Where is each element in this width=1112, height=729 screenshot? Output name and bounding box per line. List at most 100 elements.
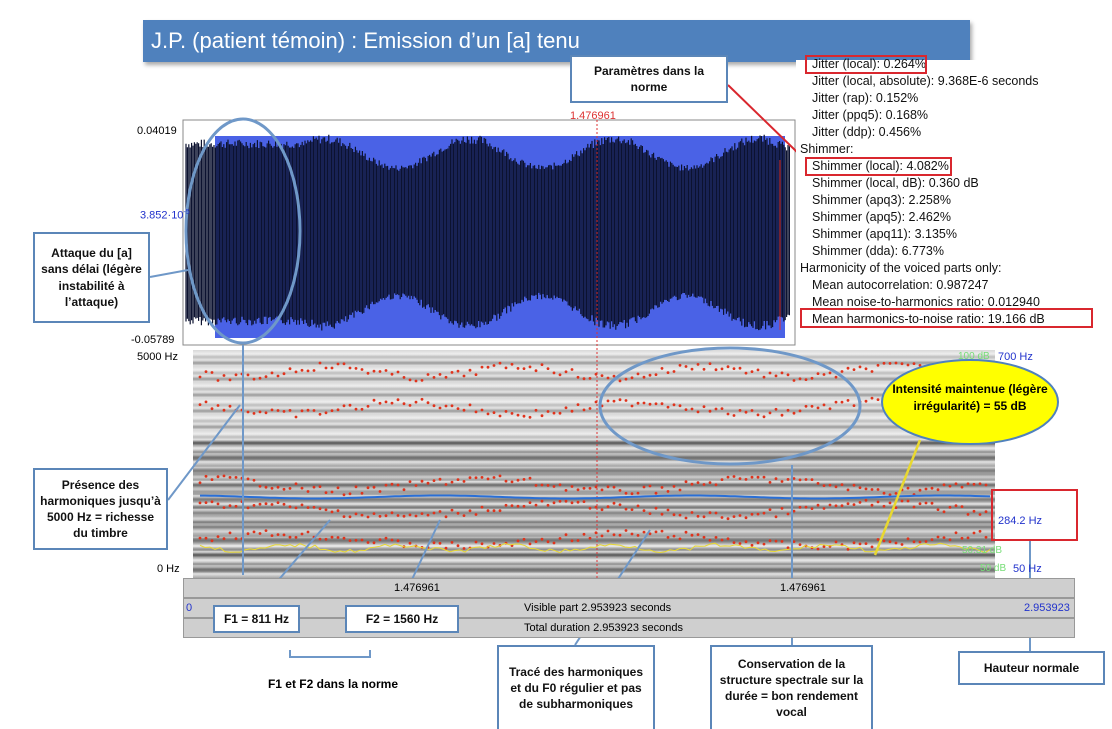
formant-dot — [858, 501, 862, 504]
formant-dot — [198, 501, 202, 505]
formant-dot — [450, 480, 454, 484]
formant-dot — [834, 504, 838, 508]
formant-dot — [648, 484, 652, 488]
formant-dot — [696, 363, 700, 366]
formant-dot — [630, 376, 634, 380]
formant-dot — [708, 409, 712, 413]
formant-dot — [666, 536, 670, 539]
formant-dot — [456, 511, 460, 515]
visible-bar: 0 Visible part 2.953923 seconds 2.953923 — [183, 598, 1075, 618]
formant-dot — [360, 368, 364, 371]
formant-dot — [894, 541, 898, 545]
formant-dot — [504, 366, 508, 370]
formant-dot — [906, 363, 910, 367]
formant-dot — [414, 400, 418, 404]
formant-dot — [360, 491, 364, 495]
formant-dot — [408, 404, 412, 407]
formant-dot — [264, 411, 268, 415]
total-bar: Total duration 2.953923 seconds — [183, 618, 1075, 638]
formant-dot — [246, 373, 250, 377]
formant-dot — [756, 541, 760, 545]
formant-dot — [228, 378, 232, 382]
formant-dot — [894, 361, 898, 365]
formant-dot — [630, 532, 634, 536]
formant-dot — [228, 531, 232, 535]
formant-dot — [666, 490, 670, 493]
formant-dot — [420, 379, 424, 382]
formant-dot — [246, 532, 250, 536]
start-time: 0 — [186, 602, 193, 614]
formant-dot — [384, 400, 388, 404]
formant-dot — [834, 485, 838, 489]
formant-dot — [288, 487, 292, 490]
formant-dot — [324, 537, 328, 541]
formant-dot — [594, 505, 598, 509]
formant-dot — [858, 365, 862, 369]
formant-dot — [558, 483, 562, 487]
formant-dot — [546, 503, 550, 507]
formant-dot — [552, 411, 556, 415]
formant-dot — [438, 373, 442, 376]
formant-dot — [462, 514, 466, 517]
formant-dot — [300, 368, 304, 372]
formant-dot — [654, 506, 658, 510]
formant-dot — [570, 368, 574, 371]
formant-dot — [522, 478, 526, 481]
formant-dot — [456, 544, 460, 548]
formant-dot — [876, 398, 880, 401]
formant-dot — [234, 504, 238, 508]
formant-dot — [726, 412, 730, 416]
formant-dot — [528, 476, 532, 480]
report-line: Jitter (local): 0.264% — [812, 57, 926, 71]
formant-dot — [870, 370, 874, 373]
formant-dot — [330, 366, 334, 370]
formant-dot — [816, 372, 820, 375]
formant-dot — [582, 408, 586, 412]
formant-dot — [852, 404, 856, 407]
formant-dot — [690, 511, 694, 514]
highlight — [991, 489, 1078, 541]
formant-dot — [702, 535, 706, 539]
formant-dot — [714, 407, 718, 411]
formant-dot — [432, 541, 436, 545]
formant-dot — [618, 398, 622, 402]
formant-dot — [696, 410, 700, 414]
formant-dot — [690, 533, 694, 537]
formant-dot — [708, 511, 712, 515]
formant-dot — [306, 530, 310, 534]
formant-dot — [762, 511, 766, 515]
formant-dot — [948, 505, 952, 509]
formant-dot — [582, 377, 586, 381]
formant-dot — [840, 483, 844, 486]
formant-dot — [450, 404, 454, 408]
formant-dot — [210, 500, 214, 504]
spec-top: 5000 Hz — [137, 351, 178, 363]
formant-dot — [360, 538, 364, 542]
annotation: Intensité maintenue (légère irrégularité… — [892, 382, 1048, 413]
formant-dot — [930, 486, 934, 490]
formant-dot — [798, 505, 802, 509]
formant-dot — [780, 507, 784, 510]
formant-dot — [450, 508, 454, 512]
formant-dot — [384, 369, 388, 372]
formant-dot — [540, 499, 544, 503]
formant-dot — [492, 364, 496, 367]
formant-dot — [492, 542, 496, 545]
formant-dot — [654, 530, 658, 534]
formant-dot — [726, 537, 730, 541]
formant-dot — [462, 408, 466, 412]
formant-dot — [480, 505, 484, 509]
formant-dot — [864, 399, 868, 403]
formant-dot — [864, 498, 868, 502]
formant-dot — [588, 407, 592, 410]
formant-dot — [750, 475, 754, 479]
formant-dot — [294, 370, 298, 374]
formant-dot — [378, 514, 382, 518]
formant-dot — [912, 505, 916, 509]
formant-dot — [378, 401, 382, 405]
formant-dot — [354, 485, 358, 489]
formant-dot — [684, 516, 688, 520]
formant-dot — [234, 537, 238, 541]
formant-dot — [390, 372, 394, 376]
formant-dot — [306, 506, 310, 509]
